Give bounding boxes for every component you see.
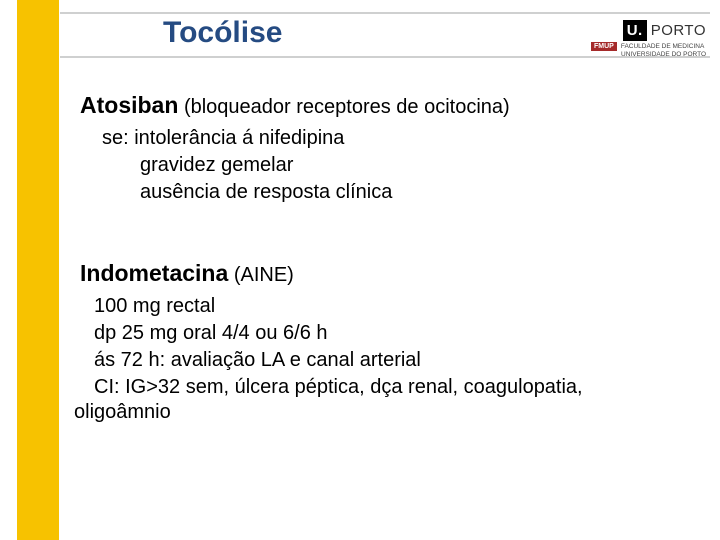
accent-bar <box>17 0 59 540</box>
slide-title: Tocólise <box>163 16 282 50</box>
atosiban-line3: ausência de resposta clínica <box>140 179 690 206</box>
indo-line1: 100 mg rectal <box>94 293 690 320</box>
header-rule-top <box>60 13 710 14</box>
logo-sub-badge: FMUP <box>591 42 617 51</box>
section-indometacina: Indometacina (AINE) 100 mg rectal dp 25 … <box>80 260 690 424</box>
logo-sub-line1: FACULDADE DE MEDICINA <box>621 43 704 50</box>
drug-note-indometacina: (AINE) <box>228 264 294 286</box>
atosiban-line2: gravidez gemelar <box>140 152 690 179</box>
indo-line4b: oligoâmnio <box>74 401 690 424</box>
drug-name-atosiban: Atosiban <box>80 92 178 118</box>
section-atosiban: Atosiban (bloqueador receptores de ocito… <box>80 92 690 206</box>
drug-name-indometacina: Indometacina <box>80 260 228 286</box>
drug-note-atosiban: (bloqueador receptores de ocitocina) <box>178 96 509 118</box>
atosiban-line1: se: intolerância á nifedipina <box>102 125 690 152</box>
logo-badge: U. <box>623 20 647 41</box>
logo-text: PORTO <box>651 22 706 39</box>
indo-line4a: CI: IG>32 sem, úlcera péptica, dça renal… <box>94 374 690 401</box>
slide-content: Atosiban (bloqueador receptores de ocito… <box>80 92 690 424</box>
university-sublogo: FMUP FACULDADE DE MEDICINA UNIVERSIDADE … <box>591 42 706 58</box>
indo-line2: dp 25 mg oral 4/4 ou 6/6 h <box>94 320 690 347</box>
indo-line3: ás 72 h: avaliação LA e canal arterial <box>94 347 690 374</box>
university-logo: U. PORTO <box>623 20 706 41</box>
logo-badge-prefix: U. <box>627 22 643 39</box>
logo-sub-line2: UNIVERSIDADE DO PORTO <box>621 51 706 58</box>
